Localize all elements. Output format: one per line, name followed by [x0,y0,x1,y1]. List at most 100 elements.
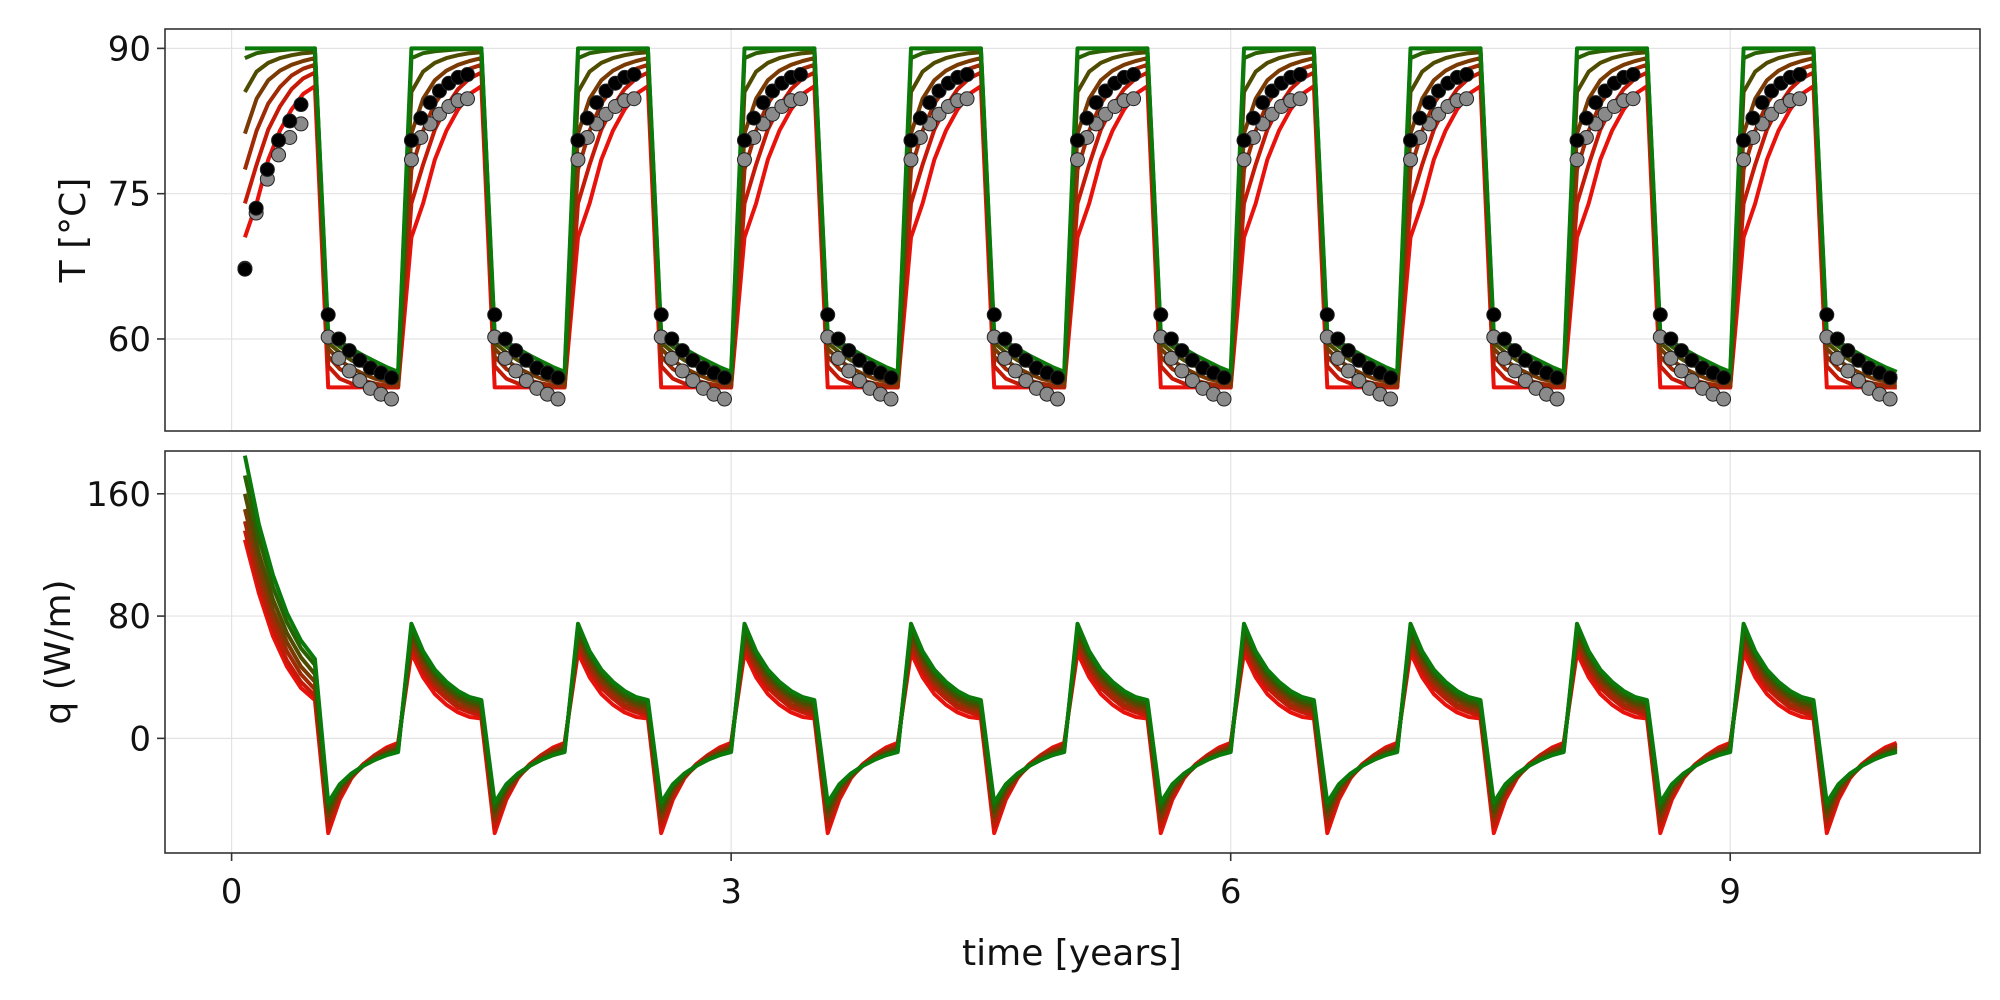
marker-grey [674,363,690,379]
heat-flux-frame [164,450,1981,854]
marker-grey [1174,363,1190,379]
marker-grey [1549,391,1565,407]
marker-grey [460,91,476,107]
marker-black [1517,352,1533,368]
marker-black [237,261,253,277]
marker-grey [664,350,680,366]
x-tick-label: 9 [1719,872,1741,912]
marker-black [1184,352,1200,368]
marker-black [1292,67,1308,83]
marker-black [1050,370,1066,386]
marker-grey [1459,91,1475,107]
marker-black [626,67,642,83]
marker-black [550,370,566,386]
marker-grey [736,152,752,168]
marker-grey [1069,152,1085,168]
marker-grey [685,373,701,389]
marker-grey [1330,350,1346,366]
marker-black [487,307,503,323]
marker-black [1153,307,1169,323]
marker-black [1412,110,1428,126]
heat-flux-series-5 [242,475,1898,810]
marker-grey [1840,363,1856,379]
y-tick-label: 160 [86,475,151,515]
marker-grey [1007,363,1023,379]
marker-black [1069,132,1085,148]
marker-black [1625,67,1641,83]
marker-black [1330,331,1346,347]
marker-black [716,370,732,386]
marker-black [883,370,899,386]
marker-grey [1882,391,1898,407]
marker-black [1716,370,1732,386]
marker-grey [518,373,534,389]
marker-black [1383,370,1399,386]
marker-grey [1663,350,1679,366]
marker-grey [331,350,347,366]
marker-grey [550,391,566,407]
marker-grey [793,91,809,107]
marker-grey [1216,391,1232,407]
marker-black [841,343,857,359]
marker-grey [1850,373,1866,389]
y-tick-label: 90 [108,29,151,69]
marker-black [1255,95,1271,111]
marker-black [1486,307,1502,323]
marker-grey [1673,363,1689,379]
marker-black [1245,110,1261,126]
marker-black [331,331,347,347]
marker-black [820,307,836,323]
marker-black [248,200,264,216]
marker-black [1840,343,1856,359]
marker-black [912,110,928,126]
heat-flux-x-ticks: 0 3 6 9 [221,853,1741,912]
marker-black [1351,352,1367,368]
marker-grey [1684,373,1700,389]
marker-black [413,110,429,126]
marker-black [1340,343,1356,359]
marker-grey [1163,350,1179,366]
heat-flux-y-label: q (W/m) [38,579,79,724]
marker-grey [959,91,975,107]
marker-black [271,132,287,148]
marker-black [1174,343,1190,359]
marker-grey [1050,391,1066,407]
marker-black [1850,352,1866,368]
marker-black [685,352,701,368]
marker-black [1236,132,1252,148]
marker-grey [1716,391,1732,407]
marker-grey [1351,373,1367,389]
y-tick-label: 80 [108,597,151,637]
marker-black [352,352,368,368]
marker-grey [1736,152,1752,168]
marker-grey [1340,363,1356,379]
marker-black [1673,343,1689,359]
marker-black [1882,370,1898,386]
marker-grey [1792,91,1808,107]
marker-grey [508,363,524,379]
marker-black [1216,370,1232,386]
marker-black [1652,307,1668,323]
marker-grey [997,350,1013,366]
marker-black [1403,132,1419,148]
x-tick-label: 6 [1220,872,1242,912]
heat-flux-series-3 [242,508,1898,819]
marker-grey [1126,91,1142,107]
marker-black [1578,110,1594,126]
marker-black [320,307,336,323]
marker-black [1507,343,1523,359]
y-tick-label: 75 [108,175,151,215]
heat-flux-y-ticks: 0 80 160 [86,475,165,759]
marker-grey [1383,391,1399,407]
marker-grey [1018,373,1034,389]
marker-black [1663,331,1679,347]
marker-grey [883,391,899,407]
marker-black [422,95,438,111]
marker-grey [1236,152,1252,168]
marker-black [1792,67,1808,83]
marker-black [1496,331,1512,347]
marker-grey [497,350,513,366]
x-axis-label: time [years] [962,933,1182,974]
marker-black [282,113,298,129]
